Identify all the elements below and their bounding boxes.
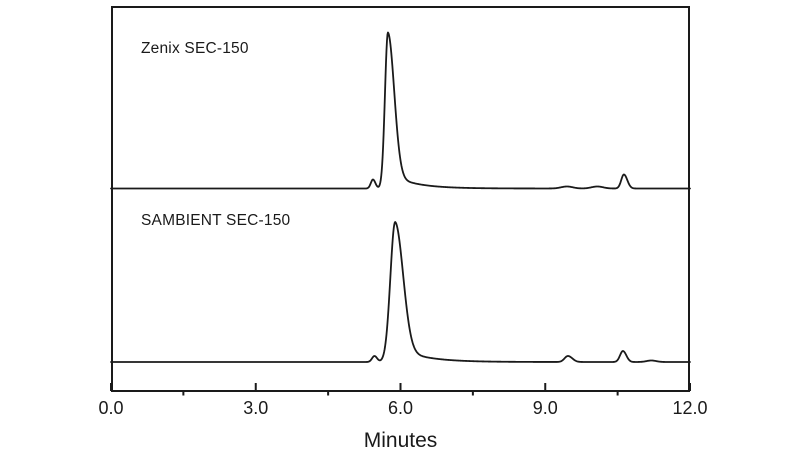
x-tick-label: 12.0 — [672, 398, 708, 418]
trace-sambient-sec-150 — [110, 221, 691, 363]
panel-label-sambient: SAMBIENT SEC-150 — [141, 212, 291, 229]
plot-border-box — [111, 6, 690, 392]
x-tick-label: 9.0 — [532, 398, 558, 418]
trace-zenix-sec-150 — [110, 31, 691, 190]
x-tick-label: 6.0 — [387, 398, 414, 418]
panel-label-zenix: Zenix SEC-150 — [141, 40, 249, 57]
x-tick-labels: 0.0 3.0 6.0 9.0 12.0 — [0, 398, 800, 420]
x-tick-label: 0.0 — [98, 398, 124, 418]
x-axis-title: Minutes — [363, 429, 438, 452]
x-tick-label: 3.0 — [243, 398, 269, 418]
x-axis-ticks — [110, 383, 691, 396]
